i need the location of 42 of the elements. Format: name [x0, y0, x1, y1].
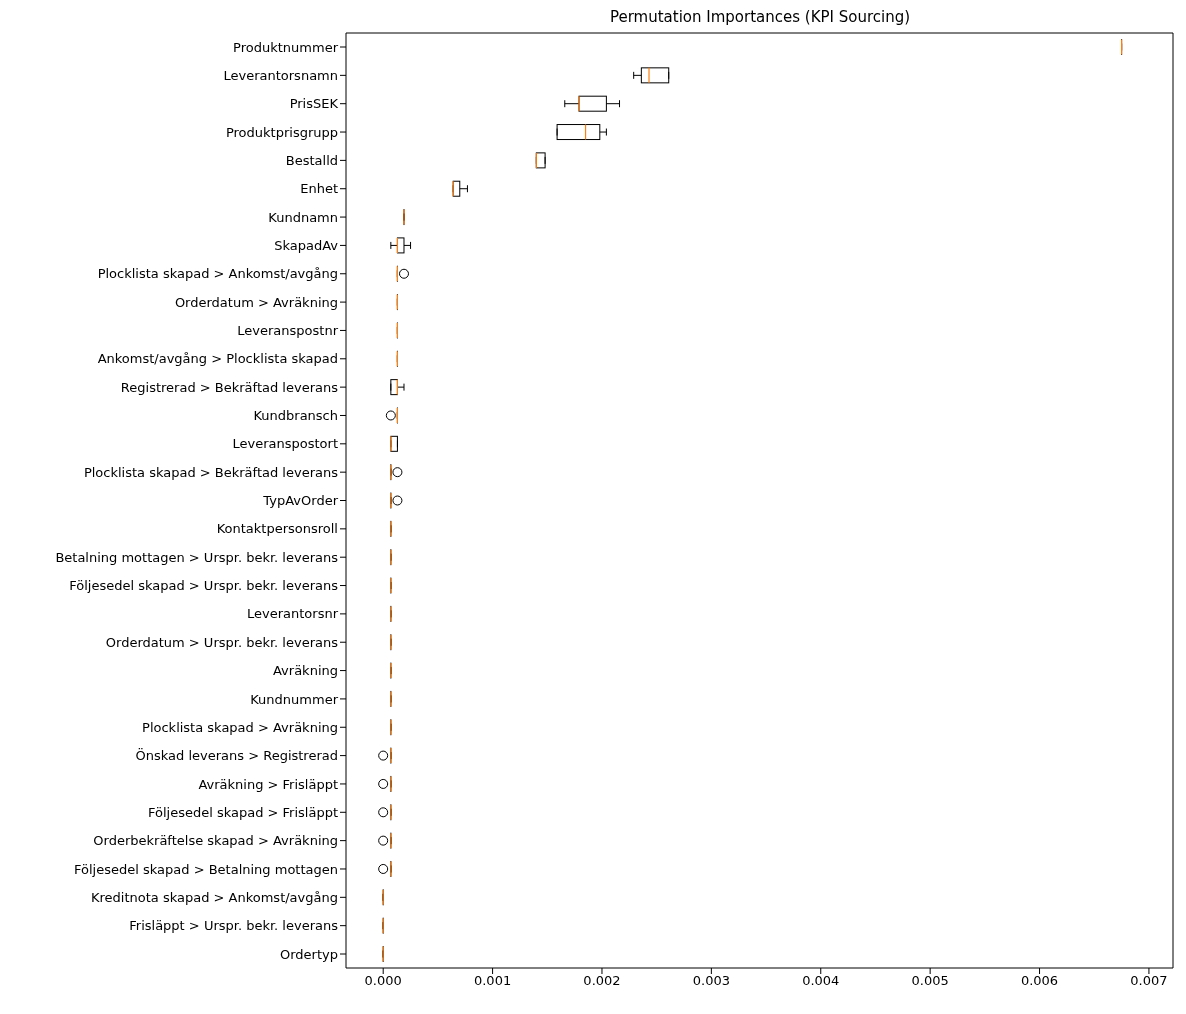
- x-tick-label: 0.006: [1020, 973, 1059, 989]
- y-tick-label: Följesedel skapad > Urspr. bekr. leverans: [69, 578, 339, 594]
- y-tick-label: Orderdatum > Urspr. bekr. leverans: [105, 634, 339, 650]
- y-tick-label: Plocklista skapad > Bekräftad leverans: [83, 464, 339, 480]
- x-tick-label: 0.004: [802, 973, 840, 989]
- y-tick-label: Produktnummer: [233, 39, 339, 55]
- y-tick-label: Ordertyp: [280, 946, 338, 962]
- y-tick-label: Produktprisgrupp: [225, 124, 338, 140]
- y-tick-label: Kontaktpersonsroll: [216, 521, 338, 537]
- y-tick-label: TypAvOrder: [262, 493, 339, 509]
- y-tick-label: Önskad leverans > Registrerad: [135, 747, 338, 764]
- y-tick-label: Avräkning: [272, 663, 338, 679]
- x-tick-label: 0.007: [1130, 973, 1168, 989]
- y-tick-label: Ankomst/avgång > Plocklista skapad: [97, 351, 338, 367]
- y-tick-label: Betalning mottagen > Urspr. bekr. leverans: [55, 549, 339, 565]
- y-tick-label: SkapadAv: [274, 238, 339, 254]
- y-tick-label: Enhet: [300, 181, 338, 197]
- chart-title: Permutation Importances (KPI Sourcing): [608, 8, 912, 28]
- y-tick-label: Följesedel skapad > Frisläppt: [147, 804, 338, 820]
- y-tick-label: Orderdatum > Avräkning: [174, 294, 338, 310]
- y-tick-label: Plocklista skapad > Ankomst/avgång: [97, 266, 338, 282]
- y-tick-label: Frisläppt > Urspr. bekr. leverans: [129, 918, 339, 934]
- y-tick-label: Bestalld: [285, 152, 338, 168]
- y-tick-label: Registrerad > Bekräftad leverans: [120, 379, 339, 395]
- x-tick-label: 0.005: [911, 973, 949, 989]
- y-tick-label: Kundbransch: [253, 408, 338, 424]
- y-tick-label: Leverantorsnamn: [223, 67, 338, 83]
- x-tick-label: 0.001: [473, 973, 512, 989]
- y-tick-label: Plocklista skapad > Avräkning: [142, 719, 338, 735]
- y-tick-label: Kreditnota skapad > Ankomst/avgång: [90, 889, 338, 905]
- y-tick-label: Leveranspostnr: [237, 323, 339, 339]
- y-tick-label: Orderbekräftelse skapad > Avräkning: [93, 833, 338, 849]
- x-tick-label: 0.002: [583, 973, 621, 989]
- y-tick-label: PrisSEK: [289, 96, 339, 112]
- y-tick-label: Kundnamn: [268, 209, 338, 225]
- x-tick-label: 0.003: [692, 973, 730, 989]
- y-tick-label: Avräkning > Frisläppt: [198, 776, 338, 792]
- y-tick-label: Kundnummer: [250, 691, 339, 707]
- y-tick-label: Leverantorsnr: [246, 606, 339, 622]
- x-tick-label: 0.000: [364, 973, 402, 989]
- y-tick-label: Följesedel skapad > Betalning mottagen: [74, 861, 338, 877]
- y-tick-label: Leveranspostort: [232, 436, 338, 452]
